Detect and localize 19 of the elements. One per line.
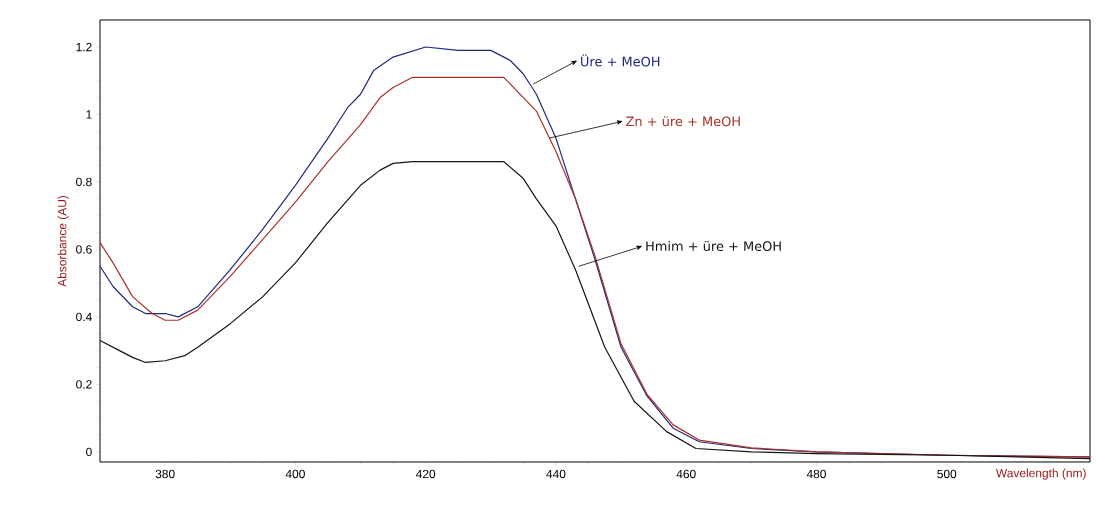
y-tick-label: 0.2 — [76, 380, 92, 389]
y-tick-label: 0.8 — [76, 177, 92, 187]
x-tick-label: 400 — [285, 469, 305, 479]
y-tick-label: 0.6 — [76, 245, 92, 254]
text: Zn + üre + MeOH — [626, 116, 740, 127]
y-tick-label: 0 — [86, 447, 92, 457]
y-tick-label: 1 — [86, 110, 92, 119]
text: Üre + MeOH — [581, 54, 660, 67]
x-tick-label: 500 — [937, 469, 957, 479]
x-tick-label: 440 — [546, 469, 566, 479]
x-tick-label: 480 — [806, 469, 826, 479]
y-tick-label: 1.2 — [76, 42, 92, 52]
x-tick-label: 380 — [155, 469, 175, 479]
y-tick-label: 0.4 — [76, 312, 92, 322]
text: Hmim + üre + MeOH — [646, 241, 781, 252]
y-axis-title: Absorbance (AU) — [57, 195, 69, 287]
x-tick-label: 460 — [676, 469, 696, 479]
x-tick-label: 420 — [415, 469, 436, 479]
x-axis-title: Wavelength (nm) — [995, 468, 1086, 480]
